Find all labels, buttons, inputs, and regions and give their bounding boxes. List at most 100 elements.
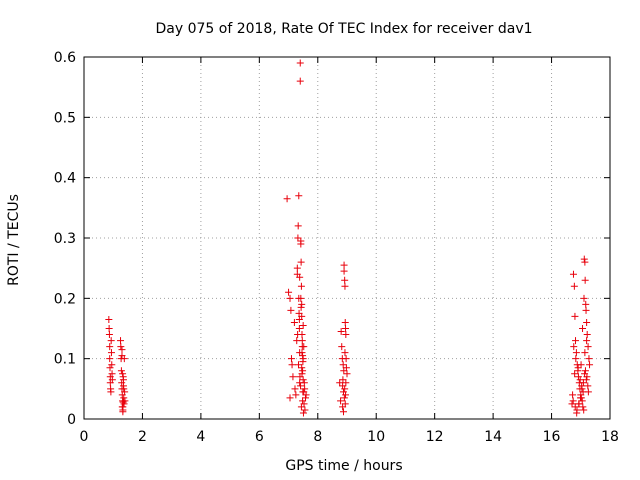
data-point	[299, 352, 307, 360]
x-tick-label: 14	[484, 429, 502, 445]
data-point	[585, 355, 593, 363]
data-point	[569, 270, 577, 278]
data-point	[285, 288, 293, 296]
data-point	[572, 349, 580, 357]
y-tick-label: 0.6	[54, 50, 76, 66]
x-tick-label: 6	[255, 429, 264, 445]
data-point	[579, 379, 587, 387]
data-point	[299, 358, 307, 366]
data-point	[107, 388, 115, 396]
y-tick-label: 0.1	[54, 352, 76, 368]
data-point	[579, 403, 587, 411]
data-point	[586, 361, 594, 369]
y-axis-title: ROTI / TECUs	[6, 194, 22, 286]
data-point	[287, 355, 295, 363]
data-point	[341, 282, 349, 290]
data-point	[295, 309, 303, 317]
data-point	[341, 318, 349, 326]
data-point	[572, 355, 580, 363]
data-point	[301, 406, 309, 414]
data-point	[120, 400, 128, 408]
data-point	[341, 400, 349, 408]
data-point	[573, 409, 581, 417]
data-point	[108, 361, 116, 369]
data-point	[105, 331, 113, 339]
data-point	[574, 373, 582, 381]
data-point	[579, 325, 587, 332]
data-point	[299, 321, 307, 329]
data-point	[581, 258, 589, 266]
data-point	[297, 294, 305, 302]
data-point	[296, 273, 304, 281]
data-point	[342, 331, 350, 339]
data-point	[342, 355, 350, 363]
data-point	[297, 382, 305, 390]
data-point	[582, 376, 590, 384]
x-tick-label: 8	[313, 429, 322, 445]
data-point	[570, 343, 578, 351]
data-point	[341, 349, 349, 357]
data-point	[337, 397, 345, 405]
data-point	[342, 379, 350, 387]
data-point	[584, 382, 592, 390]
data-point	[295, 192, 303, 200]
data-point	[118, 403, 126, 411]
data-point	[106, 364, 114, 372]
data-point	[297, 258, 305, 266]
data-point	[340, 267, 348, 275]
data-point	[584, 388, 592, 396]
data-point	[117, 343, 125, 351]
data-point	[297, 403, 305, 411]
x-axis-title: GPS time / hours	[285, 458, 402, 474]
data-point	[118, 379, 126, 387]
data-point	[341, 385, 349, 393]
data-point	[120, 385, 128, 393]
data-point	[290, 318, 298, 326]
data-point	[569, 397, 577, 405]
data-point	[581, 367, 589, 375]
data-point	[577, 361, 585, 369]
data-point	[339, 376, 347, 384]
data-point	[295, 325, 303, 332]
data-point	[119, 370, 127, 378]
data-point	[108, 376, 116, 384]
data-point	[117, 367, 125, 375]
data-point	[293, 264, 301, 272]
y-tick-label: 0	[67, 412, 76, 428]
data-point	[300, 343, 308, 351]
data-point	[299, 409, 307, 417]
x-tick-label: 18	[601, 429, 619, 445]
data-point	[340, 261, 348, 269]
data-point	[300, 379, 308, 387]
data-point	[107, 337, 115, 345]
x-tick-label: 2	[138, 429, 147, 445]
data-point	[572, 337, 580, 345]
data-point	[581, 349, 589, 357]
data-point	[283, 195, 291, 203]
data-point	[340, 394, 348, 402]
data-point	[297, 303, 305, 311]
data-point	[576, 376, 584, 384]
data-point	[583, 318, 591, 326]
y-tick-label: 0.4	[54, 171, 76, 187]
data-point	[342, 325, 350, 332]
data-point	[106, 355, 114, 363]
data-point	[119, 398, 127, 406]
data-point	[302, 391, 310, 399]
data-point	[291, 385, 299, 393]
x-tick-label: 4	[196, 429, 205, 445]
data-point	[570, 282, 578, 290]
data-point	[107, 349, 115, 357]
data-point	[336, 379, 344, 387]
data-point	[286, 394, 294, 402]
data-point	[286, 294, 294, 302]
data-point	[288, 361, 296, 369]
data-point	[120, 394, 128, 402]
data-point	[121, 397, 129, 405]
data-point	[296, 59, 304, 67]
data-point	[578, 385, 586, 393]
data-point	[340, 367, 348, 375]
data-point	[571, 403, 579, 411]
data-point	[574, 364, 582, 372]
data-point	[121, 388, 129, 396]
